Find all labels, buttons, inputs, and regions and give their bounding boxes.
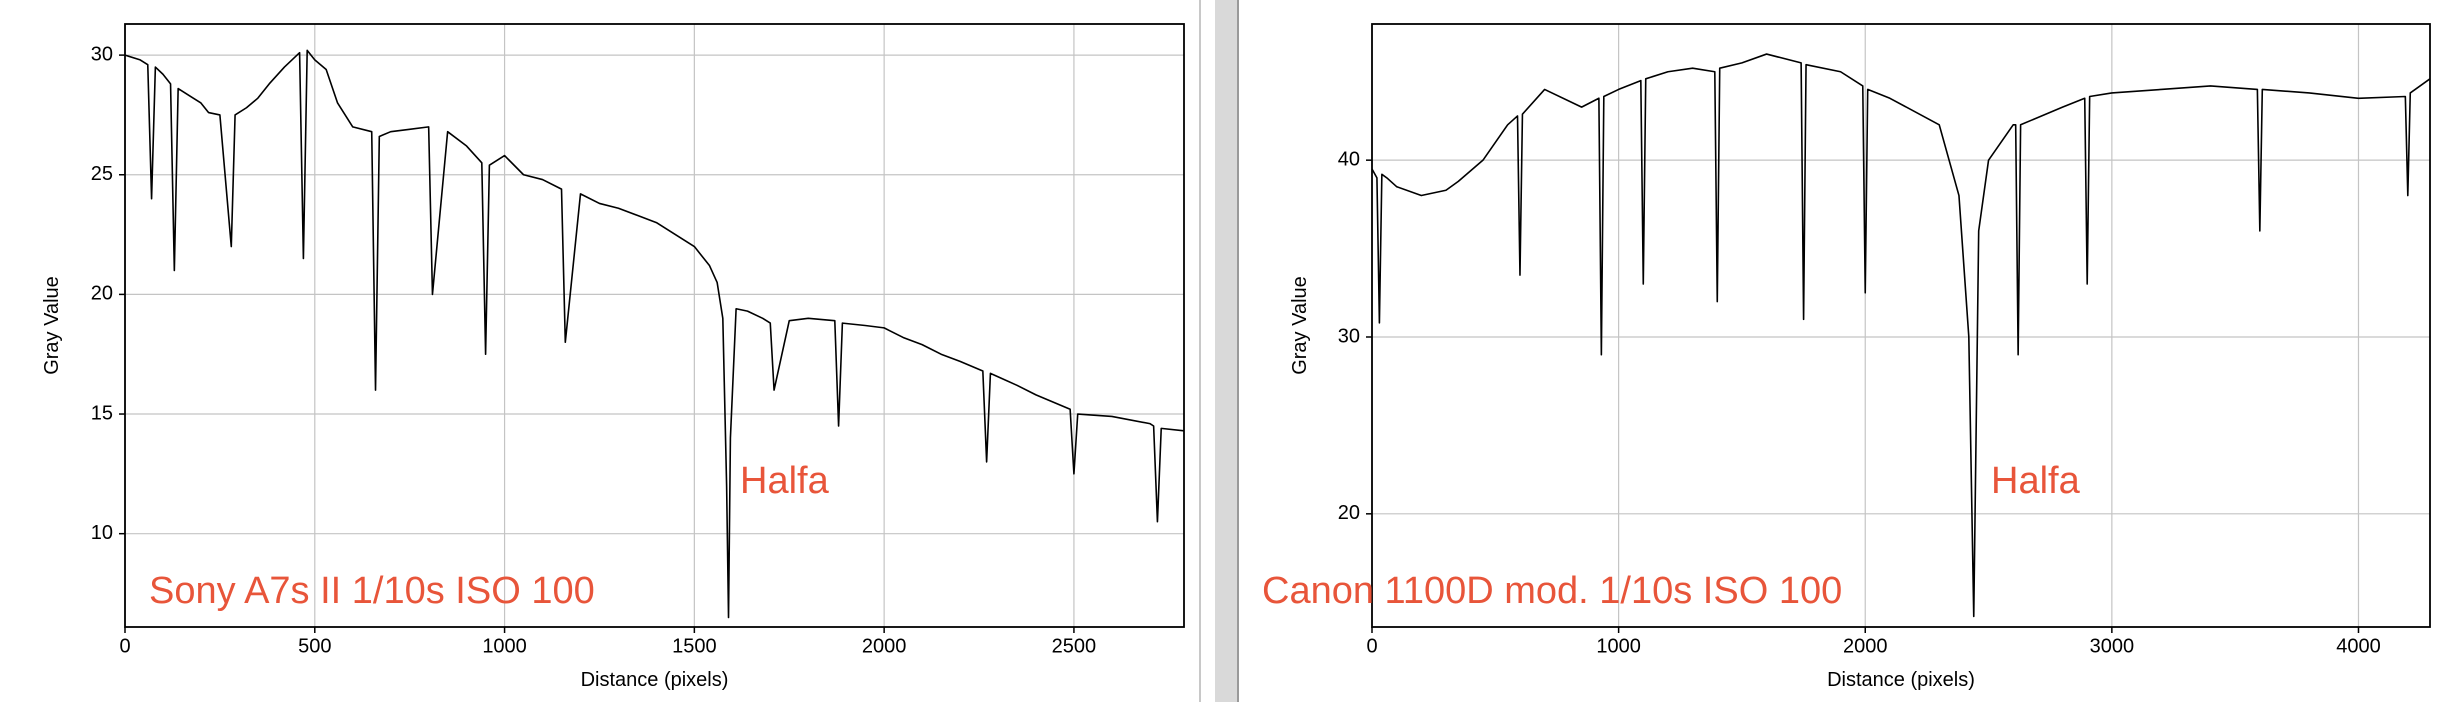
x-tick-label: 2000 (862, 635, 907, 657)
y-tick-label: 15 (91, 402, 113, 424)
annotation: Sony A7s II 1/10s ISO 100 (149, 570, 595, 612)
plot-area (125, 24, 1184, 627)
x-axis-label: Distance (pixels) (581, 669, 729, 691)
x-tick-label: 2000 (1843, 635, 1888, 657)
x-tick-label: 2500 (1052, 635, 1097, 657)
x-tick-label: 1000 (482, 635, 527, 657)
annotation: Halfa (1991, 460, 2081, 502)
x-axis-label: Distance (pixels) (1827, 669, 1975, 691)
data-line (1371, 53, 2431, 618)
y-tick-label: 25 (91, 163, 113, 185)
x-tick-label: 500 (298, 635, 331, 657)
data-line (124, 49, 1185, 619)
x-tick-label: 4000 (2336, 635, 2381, 657)
plot-frame (124, 23, 1185, 628)
x-tick-label: 1500 (672, 635, 717, 657)
annotation: Canon 1100D mod. 1/10s ISO 100 (1262, 570, 1842, 612)
y-tick-label: 30 (91, 43, 113, 65)
y-tick-label: 20 (1338, 502, 1360, 524)
y-tick-label: 30 (1338, 325, 1360, 347)
x-tick-label: 0 (1366, 635, 1377, 657)
y-tick-label: 40 (1338, 148, 1360, 170)
chart: 20 30 40 0 1000 2000 3000 4000 Distance (pixels)… (1262, 23, 2431, 691)
window-separator (1215, 0, 1238, 702)
y-axis-label: Gray Value (41, 276, 63, 375)
chart: 10 15 20 25 30 0 500 1000 1500 2000 2500 Distance (… (41, 23, 1185, 691)
x-tick-label: 0 (119, 635, 130, 657)
plot-frame (1371, 23, 2431, 628)
x-tick-label: 3000 (2090, 635, 2135, 657)
y-tick-label: 20 (91, 283, 113, 305)
plot-area (1372, 24, 2430, 627)
annotation: Halfa (740, 460, 830, 502)
y-tick-label: 10 (91, 522, 113, 544)
y-axis-label: Gray Value (1289, 276, 1311, 375)
x-tick-label: 1000 (1596, 635, 1641, 657)
